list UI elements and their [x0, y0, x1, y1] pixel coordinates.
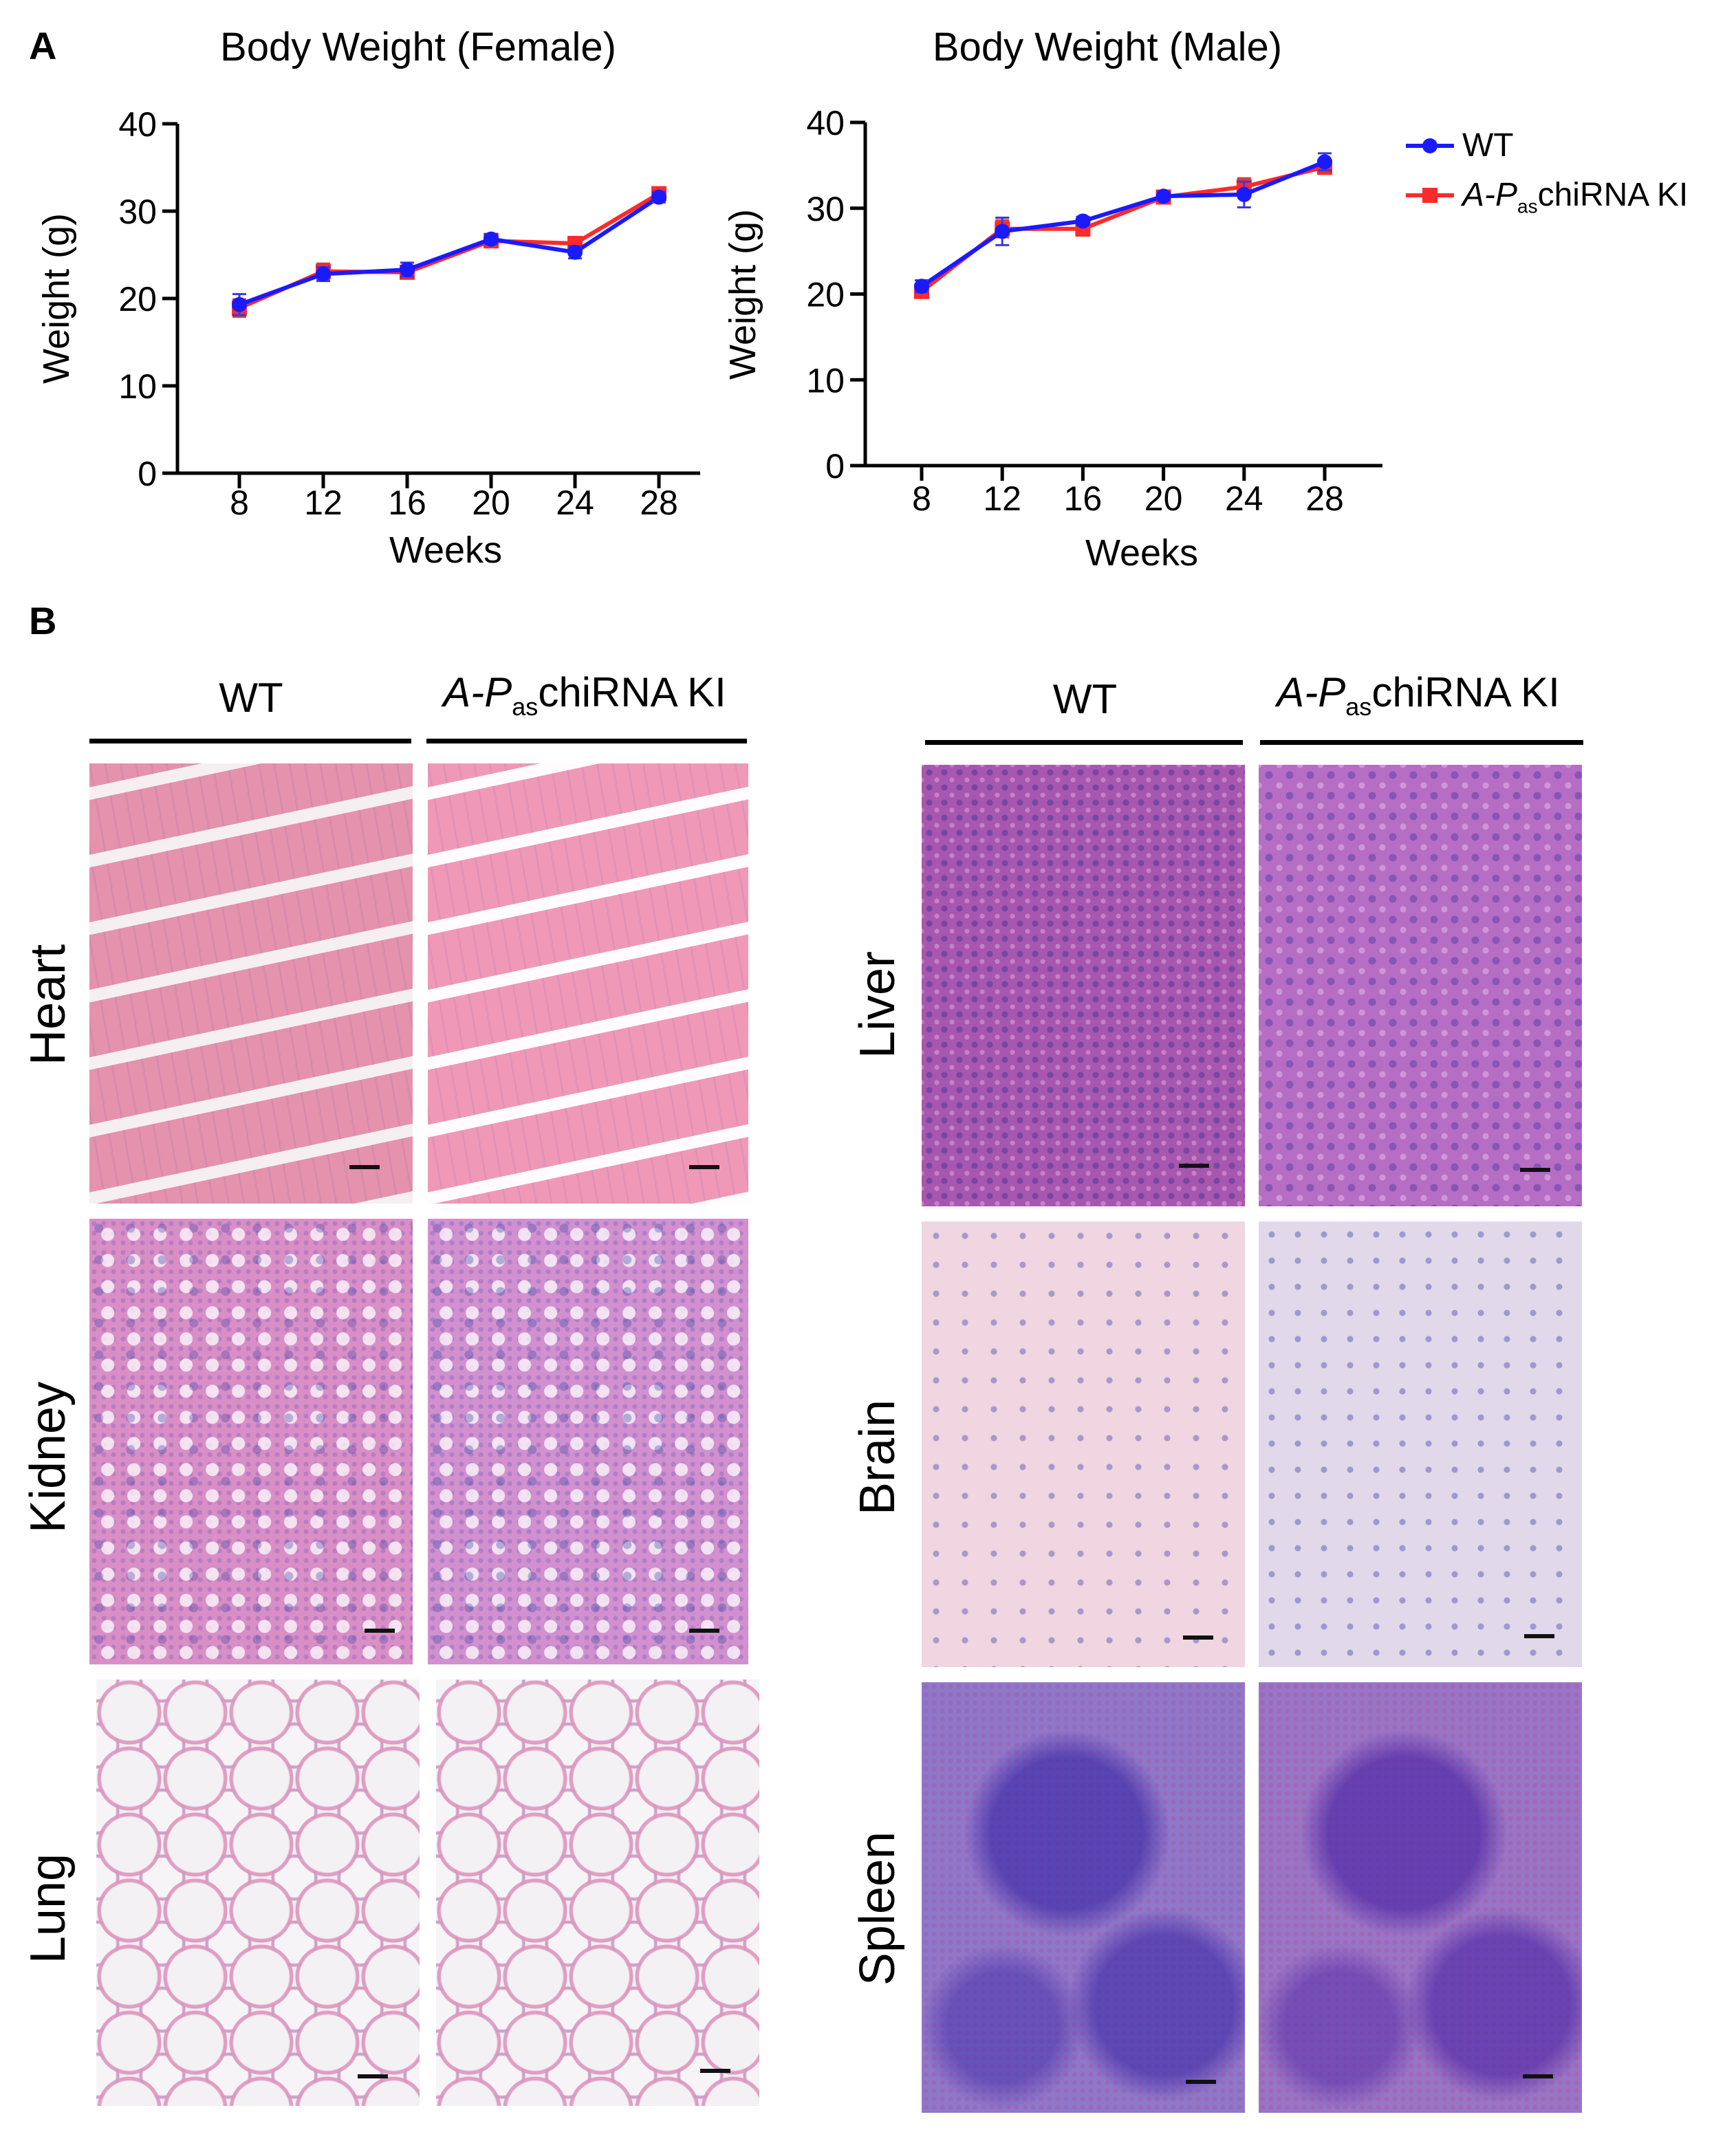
data-point-wt — [1075, 213, 1091, 229]
micrograph-spleen-ki — [1259, 1682, 1582, 2113]
micrograph-kidney-wt — [89, 1219, 413, 1664]
legend-ki-suffix: chiRNA KI — [1537, 177, 1689, 213]
y-tick-label: 10 — [806, 361, 845, 400]
legend-label-ki: A-PaschiRNA KI — [1462, 176, 1688, 218]
micrograph-lung-wt — [96, 1680, 420, 2106]
panel-label-a: A — [29, 24, 57, 67]
x-tick-label: 28 — [640, 483, 678, 522]
col-ki-prefix-left: A-P — [443, 669, 512, 715]
data-point-wt — [484, 231, 499, 247]
data-point-wt — [567, 244, 583, 260]
col-ki-sub-right: as — [1345, 693, 1372, 721]
scale-bar — [1183, 1635, 1213, 1640]
data-point-wt — [400, 262, 415, 278]
chart-title: Body Weight (Female) — [220, 25, 616, 69]
data-point-wt — [1317, 154, 1332, 170]
y-tick-label: 30 — [118, 193, 157, 231]
col-ki-sub-left: as — [512, 693, 539, 721]
data-point-wt — [651, 189, 666, 205]
body-weight-charts: Body Weight (Female) 0 10 20 30 40 8 12 16 20 24 28… — [36, 25, 1382, 574]
x-tick-label: 8 — [230, 483, 249, 522]
scale-bar — [1179, 1164, 1209, 1168]
x-tick-label: 20 — [1144, 479, 1183, 518]
micrograph-lung-ki — [436, 1680, 759, 2106]
scale-bar — [1523, 2074, 1553, 2078]
y-axis-label: Weight (g) — [36, 213, 77, 384]
scale-bar — [1186, 2080, 1216, 2084]
micrograph-liver-wt — [922, 765, 1245, 1206]
x-axis-label: Weeks — [1085, 532, 1198, 574]
col-ki-suffix-right: chiRNA KI — [1371, 669, 1560, 715]
micrograph-brain-wt — [922, 1221, 1245, 1667]
organ-label-lung: Lung — [21, 1853, 76, 1964]
x-tick-label: 20 — [472, 483, 510, 522]
panel-label-b: B — [29, 599, 57, 642]
col-rule-wt-right — [925, 740, 1243, 745]
legend-marker-wt — [1422, 138, 1437, 153]
data-point-wt — [232, 296, 247, 312]
data-point-wt — [1155, 188, 1171, 204]
x-tick-label: 16 — [388, 483, 426, 522]
scale-bar — [365, 1629, 395, 1633]
x-tick-label: 24 — [556, 483, 594, 522]
col-header-wt-left: WT — [219, 675, 283, 721]
data-point-wt — [914, 279, 929, 294]
x-tick-label: 24 — [1225, 479, 1263, 518]
col-ki-prefix-right: A-P — [1277, 669, 1346, 715]
col-ki-suffix-left: chiRNA KI — [538, 669, 726, 715]
micrograph-spleen-wt — [922, 1682, 1245, 2113]
col-rule-wt-left — [89, 739, 411, 743]
scale-bar — [689, 1629, 719, 1633]
data-point-wt — [316, 266, 331, 282]
y-tick-label: 40 — [118, 105, 157, 144]
x-tick-label: 8 — [912, 479, 931, 518]
series-line-wt — [238, 195, 660, 307]
micrograph-liver-ki — [1259, 765, 1582, 1206]
col-header-ki-right: A-PaschiRNA KI — [1253, 669, 1583, 721]
organ-label-liver: Liver — [850, 950, 905, 1059]
scale-bar — [689, 1165, 719, 1169]
y-tick-label: 20 — [118, 280, 157, 318]
x-tick-label: 28 — [1305, 479, 1344, 518]
micrograph-heart-wt — [89, 763, 413, 1204]
organ-label-heart: Heart — [21, 944, 76, 1066]
organ-label-brain: Brain — [850, 1399, 905, 1516]
chart-legend: WT A-PaschiRNA KI — [1403, 122, 1726, 226]
y-tick-label: 30 — [806, 190, 845, 228]
legend-label-wt: WT — [1462, 127, 1514, 164]
y-tick-label: 40 — [806, 104, 845, 142]
scale-bar — [700, 2069, 730, 2073]
scale-bar — [358, 2074, 388, 2078]
col-header-wt-right: WT — [1052, 676, 1118, 722]
x-tick-label: 16 — [1064, 479, 1103, 518]
data-point-wt — [995, 224, 1010, 239]
organ-label-spleen: Spleen — [850, 1831, 905, 1986]
legend-ki-sub: as — [1517, 195, 1538, 217]
x-tick-label: 12 — [983, 479, 1021, 518]
col-rule-ki-right — [1260, 740, 1583, 745]
col-header-ki-left: A-PaschiRNA KI — [420, 669, 750, 721]
y-tick-label: 20 — [806, 276, 845, 314]
micrograph-kidney-ki — [428, 1219, 748, 1664]
scale-bar — [1524, 1634, 1554, 1638]
y-axis-label: Weight (g) — [722, 209, 763, 380]
y-tick-label: 0 — [825, 447, 845, 486]
y-tick-label: 0 — [138, 455, 157, 493]
data-point-wt — [1236, 186, 1252, 202]
micrograph-heart-ki — [428, 763, 748, 1204]
scale-bar — [1520, 1168, 1550, 1172]
organ-label-kidney: Kidney — [21, 1381, 76, 1534]
micrograph-brain-ki — [1259, 1221, 1582, 1667]
y-tick-label: 10 — [118, 367, 157, 406]
series-line-ki — [238, 192, 660, 310]
series-line-wt — [920, 160, 1326, 288]
legend-ki-prefix: A-P — [1462, 177, 1518, 213]
scale-bar — [349, 1165, 380, 1169]
col-rule-ki-left — [426, 739, 747, 743]
legend-marker-ki — [1422, 188, 1437, 203]
legend-swatches — [1406, 138, 1454, 203]
chart-title: Body Weight (Male) — [933, 25, 1282, 69]
x-tick-label: 12 — [304, 483, 343, 522]
x-axis-label: Weeks — [389, 530, 502, 571]
